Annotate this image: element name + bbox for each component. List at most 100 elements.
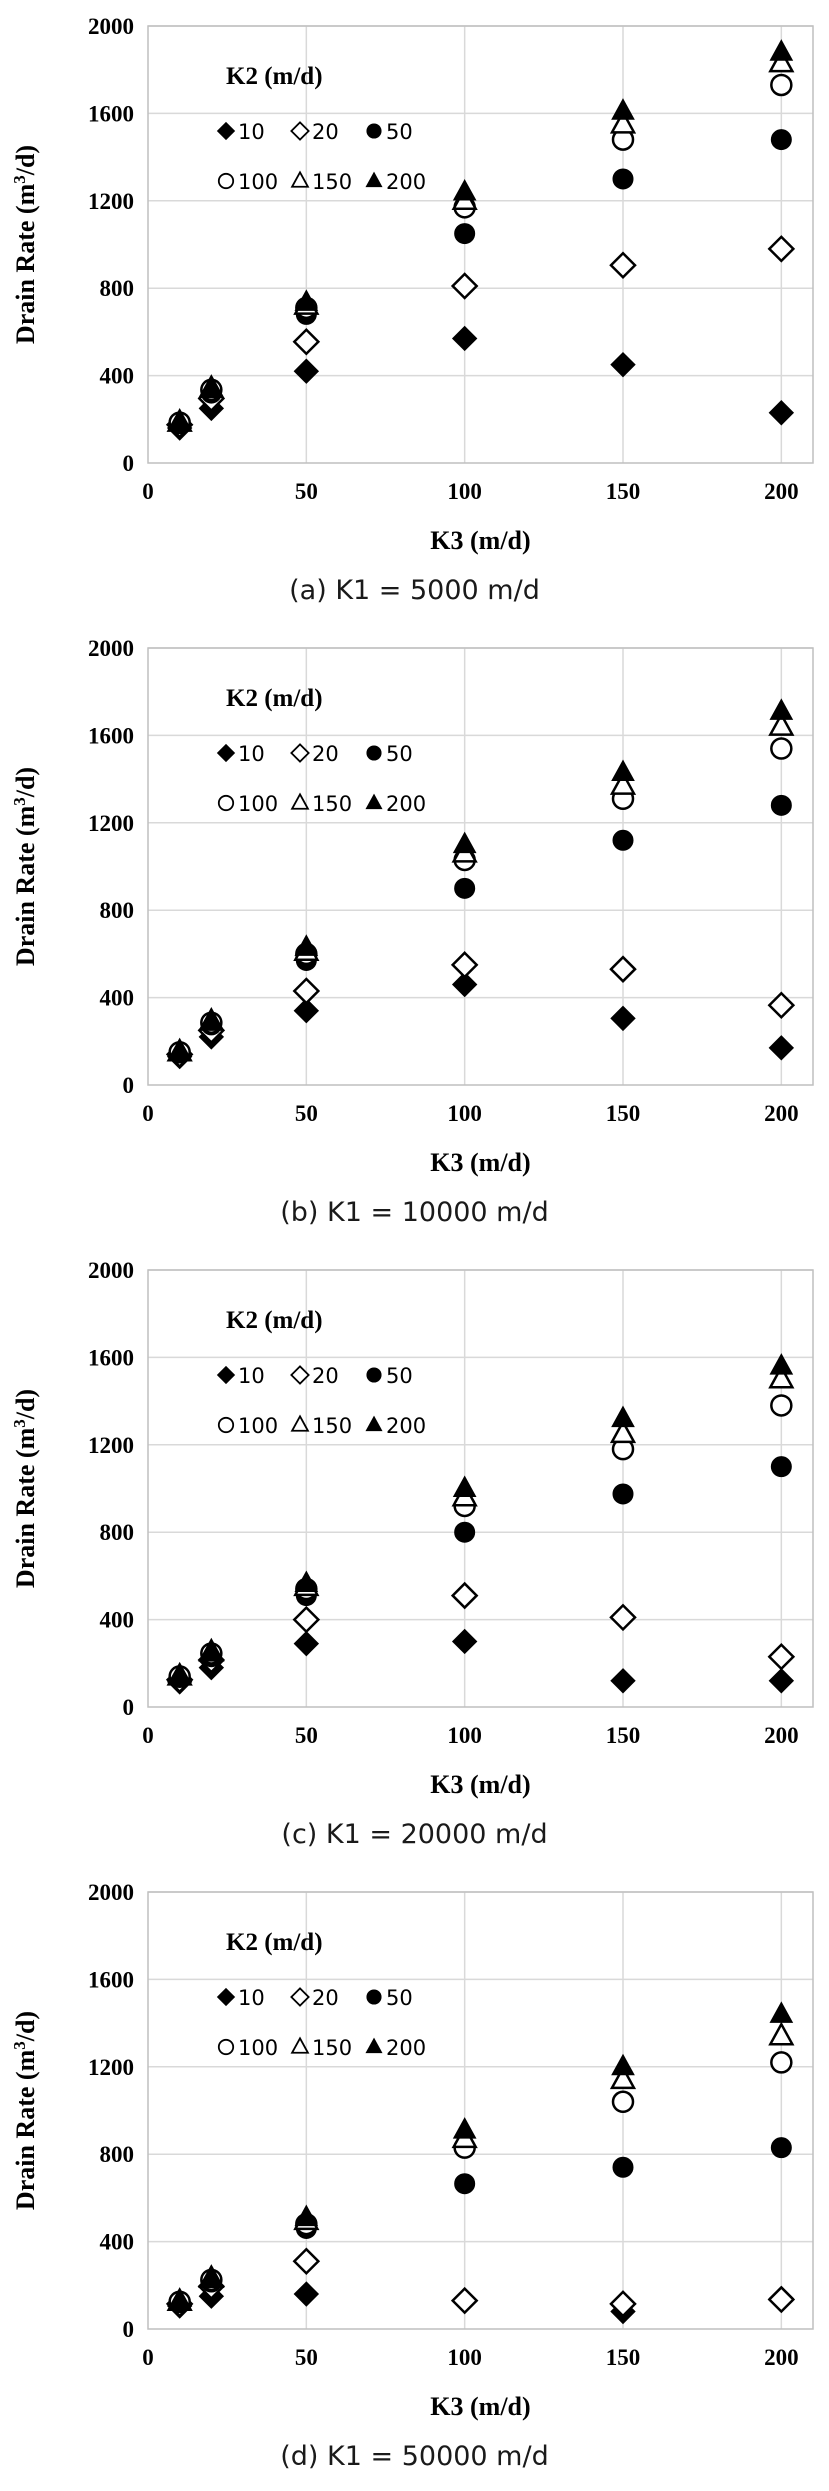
data-point — [167, 2288, 192, 2311]
y-axis-label: Drain Rate (m3/d) — [10, 1389, 41, 1588]
x-axis-label: K3 (m/d) — [430, 1148, 530, 1177]
data-point — [293, 358, 320, 384]
data-points — [165, 698, 796, 1070]
series-100 — [168, 737, 793, 1064]
data-point — [609, 771, 637, 795]
data-point — [769, 2001, 794, 2023]
y-axis-label-sup: 3 — [10, 2041, 29, 2050]
legend-marker-group — [290, 743, 310, 763]
data-point — [767, 2285, 796, 2314]
legend-label: 200 — [386, 170, 426, 194]
series-150 — [166, 48, 795, 432]
data-point — [450, 2286, 479, 2315]
legend-marker-group — [366, 1989, 382, 2005]
x-tick-label: 100 — [447, 1101, 482, 1126]
legend-marker — [366, 745, 382, 761]
data-point — [609, 955, 637, 983]
data-point — [167, 1039, 192, 1061]
data-point — [610, 351, 636, 378]
data-point — [450, 272, 479, 300]
x-axis-label: K3 (m/d) — [430, 1770, 530, 1799]
data-point — [452, 1475, 477, 1497]
series-10 — [166, 1628, 795, 1695]
data-point — [768, 400, 795, 426]
legend-marker — [365, 2037, 383, 2054]
data-point — [199, 1007, 224, 1030]
chart-caption: (c) K1 = 20000 m/d — [281, 1819, 548, 1850]
legend-marker-group — [217, 172, 235, 190]
data-point — [611, 1405, 635, 1428]
data-point — [768, 48, 795, 73]
legend-marker-group — [216, 743, 236, 763]
legend-marker — [217, 2038, 235, 2056]
legend-marker-group — [365, 793, 383, 810]
series-20 — [165, 951, 796, 1069]
legend-marker — [216, 121, 236, 141]
y-tick-label: 0 — [123, 2317, 135, 2342]
y-tick-label: 800 — [100, 276, 135, 301]
legend-label: 50 — [386, 120, 413, 144]
data-points — [165, 2001, 796, 2325]
data-point — [769, 698, 794, 720]
legend-label: 100 — [238, 170, 278, 194]
data-point — [452, 179, 477, 201]
chart-svg: 0 400 800 1200 1600 2000 0 50 100 150 200 K3 (m/d) D… — [10, 1880, 814, 2421]
data-points — [165, 1353, 796, 1695]
legend-marker — [290, 1365, 310, 1385]
data-point — [609, 251, 637, 280]
x-axis-label: K3 (m/d) — [430, 526, 530, 555]
y-axis-label-sup: 3 — [10, 1419, 29, 1428]
legend-marker-group — [365, 1415, 383, 1432]
series-50 — [169, 2137, 792, 2314]
legend-marker-group — [366, 123, 382, 139]
legend-label: 10 — [238, 742, 265, 766]
legend-label: 150 — [312, 170, 352, 194]
data-point — [292, 327, 321, 356]
y-axis-label-main: Drain Rate (m — [11, 2049, 40, 2210]
legend-marker-group — [290, 121, 310, 141]
data-point — [609, 2290, 637, 2318]
data-point — [454, 1521, 476, 1543]
data-point — [611, 2090, 635, 2114]
data-point — [770, 129, 792, 151]
legend-label: 200 — [386, 792, 426, 816]
chart-svg: 0 400 800 1200 1600 2000 0 50 100 150 200 K3 (m/d) D… — [10, 636, 814, 1177]
data-point — [612, 168, 634, 190]
legend-marker-group — [290, 1987, 310, 2007]
y-tick-label: 800 — [100, 898, 135, 923]
legend-title: K2 (m/d) — [226, 685, 323, 712]
data-point — [450, 951, 479, 979]
data-point — [612, 2156, 634, 2178]
y-tick-label: 1600 — [88, 101, 134, 126]
y-tick-label: 800 — [100, 2142, 135, 2167]
y-axis-label-main: Drain Rate (m — [11, 183, 40, 344]
legend-marker — [216, 1365, 236, 1385]
data-point — [294, 1570, 319, 1593]
y-tick-label: 2000 — [88, 636, 134, 661]
y-axis-label-sup: 3 — [10, 797, 29, 806]
legend-marker-group — [290, 1414, 310, 1432]
legend-marker — [217, 172, 235, 190]
legend-label: 20 — [312, 120, 339, 144]
legend-marker — [290, 743, 310, 763]
data-point — [450, 1581, 479, 1610]
data-point — [770, 2051, 793, 2074]
series-200 — [167, 1353, 794, 1684]
series-100 — [168, 1394, 793, 1688]
chart-panel-a: 0 400 800 1200 1600 2000 0 50 100 150 200 K3 (m/d) D… — [0, 0, 829, 622]
legend: K2 (m/d) 10 20 50 100 150 200 — [216, 1929, 426, 2060]
series-10 — [166, 2281, 795, 2325]
y-axis-label: Drain Rate (m3/d) — [10, 767, 41, 966]
legend-label: 10 — [238, 120, 265, 144]
legend-marker — [290, 792, 310, 810]
data-point — [609, 109, 637, 134]
legend-marker — [216, 743, 236, 763]
data-point — [769, 39, 794, 61]
legend-marker — [290, 2036, 310, 2054]
x-tick-label: 150 — [606, 479, 641, 504]
legend-marker-group — [365, 2037, 383, 2054]
x-tick-label: 50 — [295, 479, 318, 504]
legend-marker — [290, 1987, 310, 2007]
data-point — [609, 1603, 637, 1632]
legend-marker — [216, 1987, 236, 2007]
